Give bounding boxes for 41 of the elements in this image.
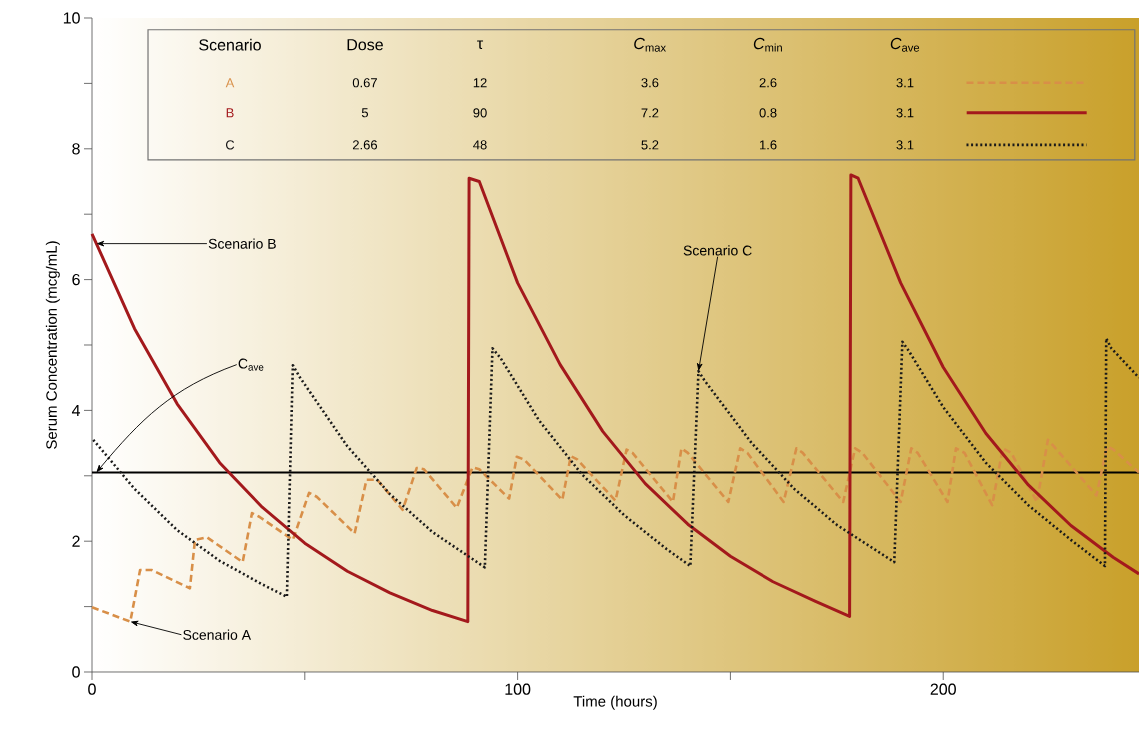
annotation: Scenario A	[183, 629, 252, 640]
y-tick-label: 10	[63, 12, 80, 24]
text: B	[226, 108, 234, 118]
line-series	[90, 173, 1139, 624]
x-tick-label: 200	[930, 683, 956, 695]
annotation: 0.67	[352, 78, 377, 88]
annotation: 7.2	[641, 108, 659, 118]
annotation: 1.6	[760, 140, 777, 150]
annotation: C$_{ave}$	[238, 358, 264, 371]
annotation: 2.6	[759, 78, 777, 88]
annotation: 3.1	[896, 78, 914, 88]
y-tick-label: 2	[72, 535, 80, 547]
annotation: 90	[473, 108, 487, 118]
annotation: 12	[473, 78, 487, 88]
x-axis-title: Time (hours)	[573, 695, 657, 710]
text: C	[225, 140, 235, 150]
y-tick-label: 0	[72, 666, 80, 678]
annotation: 3.6	[641, 78, 659, 88]
y-axis-title: Serum Concentration (mcg/mL)	[45, 241, 60, 449]
annotation: 5	[361, 108, 369, 118]
text: A	[225, 78, 235, 88]
y-tick-label: 8	[72, 143, 80, 155]
line-series	[91, 337, 1139, 599]
annotation: C$_{max}$	[634, 37, 666, 52]
annotation: Scenario C	[683, 245, 752, 256]
annotation: 5.2	[641, 140, 659, 150]
x-tick-label: 0	[88, 683, 96, 695]
annotation: C$_{min}$	[753, 37, 782, 52]
y-tick-label: 6	[72, 273, 80, 286]
annotation: Scenario B	[208, 238, 276, 249]
annotation: C$_{ave}$	[890, 37, 920, 52]
annotation: 0.8	[759, 108, 777, 118]
annotation: τ	[477, 40, 484, 50]
annotation: 48	[473, 140, 487, 150]
annotation: 3.1	[896, 108, 914, 118]
annotation: 3.1	[896, 140, 914, 150]
x-tick-label: 100	[505, 683, 531, 695]
annotation: Dose	[347, 39, 383, 51]
y-tick-label: 4	[71, 404, 81, 416]
annotation: Scenario	[199, 38, 261, 51]
annotation: 2.66	[352, 140, 378, 150]
